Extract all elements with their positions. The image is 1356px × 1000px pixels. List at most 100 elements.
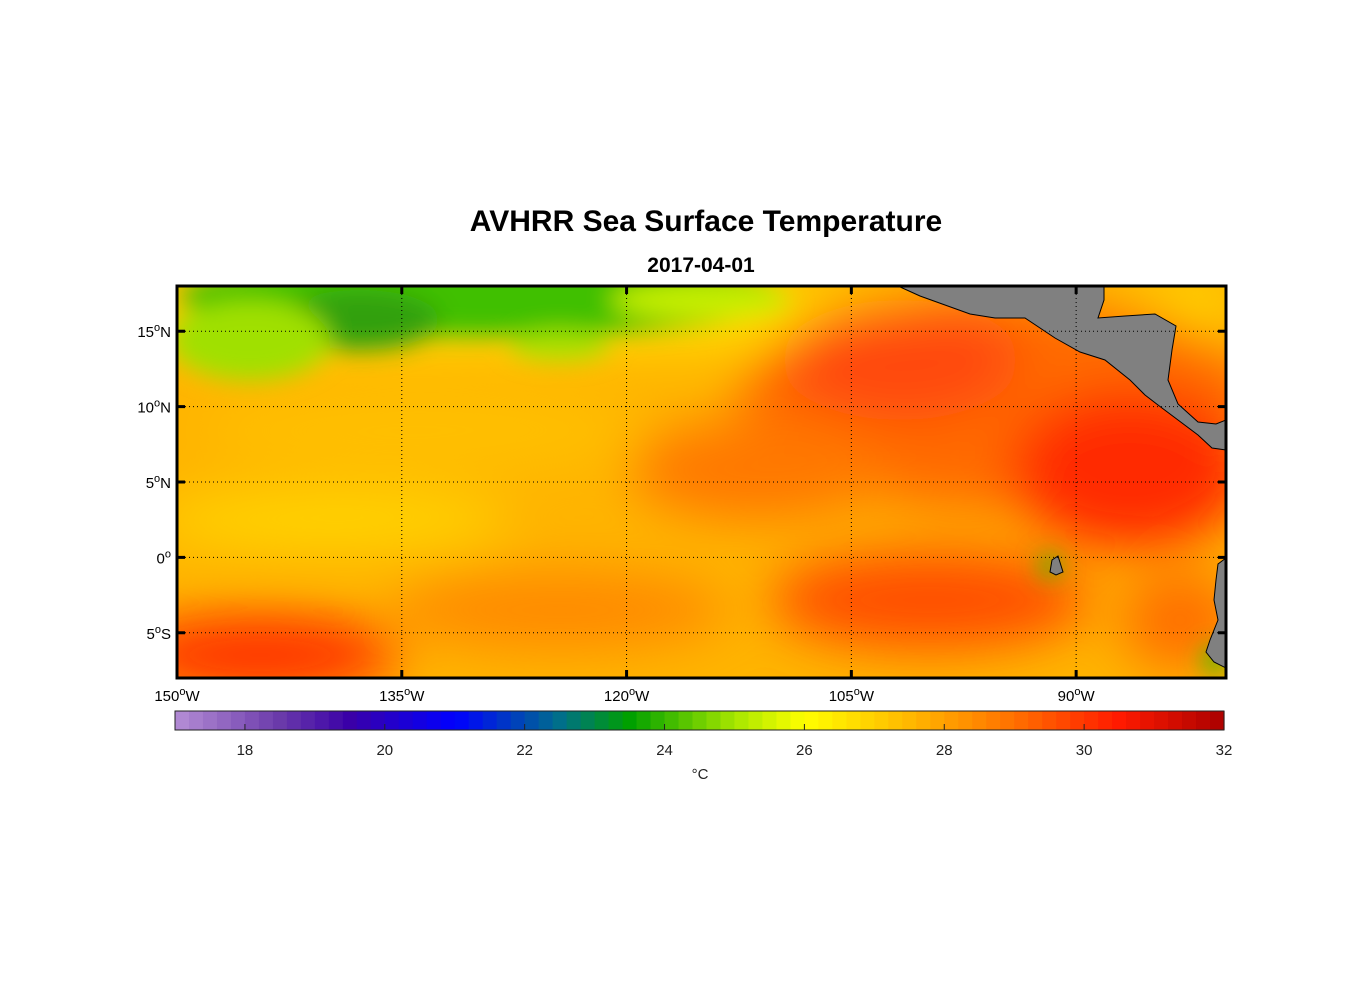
colorbar-swatch: [314, 711, 330, 730]
colorbar-unit-label: °C: [692, 766, 709, 783]
colorbar-swatch: [1168, 711, 1183, 730]
colorbar-tick-label: 26: [796, 742, 813, 759]
lat-tick-label: 10oN: [137, 398, 171, 417]
colorbar-swatch: [496, 711, 512, 730]
colorbar-swatch: [846, 711, 861, 730]
colorbar-swatch: [538, 711, 554, 730]
colorbar-swatch: [1196, 711, 1211, 730]
colorbar-swatch: [384, 711, 400, 730]
chart-date-subtitle: 2017-04-01: [647, 254, 755, 277]
lon-tick-label: 120oW: [604, 686, 650, 705]
colorbar-swatch: [188, 711, 204, 730]
colorbar-frame: [174, 710, 1225, 731]
colorbar-swatch: [622, 711, 638, 730]
colorbar-tick-label: 30: [1076, 742, 1093, 759]
colorbar-swatch: [1014, 711, 1029, 730]
lon-tick-label: 150oW: [154, 686, 200, 705]
colorbar-swatch: [1000, 711, 1015, 730]
colorbar-swatch: [370, 711, 386, 730]
graticule: [177, 286, 1226, 678]
central-america-land: [897, 286, 1226, 451]
colorbar-swatch: [286, 711, 302, 730]
colorbar-swatch: [594, 711, 610, 730]
land-masses: [897, 286, 1226, 669]
latitude-labels: 15oN 10oN 5oN 0o 5oS: [137, 322, 171, 643]
colorbar-swatch: [720, 711, 736, 730]
colorbar-swatch: [244, 711, 260, 730]
colorbar-swatch: [1056, 711, 1071, 730]
colorbar-swatch: [342, 711, 358, 730]
colorbar-swatch: [972, 711, 987, 730]
colorbar-swatch: [216, 711, 232, 730]
colorbar-swatch: [790, 711, 805, 730]
colorbar-swatch: [748, 711, 764, 730]
colorbar-swatch: [832, 711, 847, 730]
map-axis-ticks: [175, 286, 1226, 678]
colorbar-swatch: [1070, 711, 1085, 730]
colorbar-swatch: [1112, 711, 1127, 730]
colorbar-swatch: [566, 711, 582, 730]
longitude-labels: 150oW 135oW 120oW 105oW 90oW: [154, 686, 1095, 705]
colorbar-swatch: [986, 711, 1001, 730]
colorbar-swatch: [902, 711, 917, 730]
colorbar-swatch: [398, 711, 414, 730]
colorbar-swatch: [1140, 711, 1155, 730]
colorbar-tick-label: 24: [656, 742, 673, 759]
colorbar-swatch: [1126, 711, 1141, 730]
colorbar-tick-label: 28: [936, 742, 953, 759]
colorbar-swatch: [804, 711, 819, 730]
colorbar-ticks: 18 20 22 24 26 28 30 32: [237, 724, 1232, 759]
lon-tick-label: 135oW: [379, 686, 425, 705]
colorbar-swatch: [776, 711, 792, 730]
colorbar-swatch: [412, 711, 428, 730]
south-america-land: [1205, 557, 1226, 669]
colorbar-swatch: [328, 711, 344, 730]
galapagos-island: [1049, 555, 1064, 576]
colorbar-swatch: [888, 711, 903, 730]
colorbar-swatch: [636, 711, 652, 730]
colorbar-swatch: [930, 711, 945, 730]
colorbar-swatch: [258, 711, 274, 730]
colorbar-swatch: [860, 711, 875, 730]
lon-tick-label: 105oW: [829, 686, 875, 705]
colorbar-swatch: [1182, 711, 1197, 730]
colorbar-tick-label: 20: [376, 742, 393, 759]
colorbar-swatch: [762, 711, 778, 730]
chart-title: AVHRR Sea Surface Temperature: [469, 205, 943, 238]
colorbar-swatch: [454, 711, 470, 730]
colorbar-swatches: [175, 711, 1225, 730]
colorbar-swatch: [1210, 711, 1225, 730]
colorbar-swatch: [1028, 711, 1043, 730]
lat-tick-label: 5oS: [147, 624, 171, 643]
colorbar-swatch: [1154, 711, 1169, 730]
colorbar-swatch: [175, 711, 190, 730]
colorbar-swatch: [916, 711, 931, 730]
colorbar-swatch: [706, 711, 722, 730]
colorbar-swatch: [608, 711, 624, 730]
colorbar-swatch: [692, 711, 708, 730]
colorbar-swatch: [356, 711, 372, 730]
colorbar-tick-label: 22: [516, 742, 533, 759]
colorbar-swatch: [272, 711, 288, 730]
colorbar-swatch: [468, 711, 484, 730]
lat-tick-label: 5oN: [146, 473, 171, 492]
colorbar-swatch: [1084, 711, 1099, 730]
colorbar-swatch: [300, 711, 316, 730]
colorbar-swatch: [580, 711, 596, 730]
colorbar-swatch: [1042, 711, 1057, 730]
lat-tick-label: 15oN: [137, 322, 171, 341]
colorbar-swatch: [944, 711, 959, 730]
colorbar-swatch: [482, 711, 498, 730]
lat-tick-label: 0o: [157, 548, 171, 567]
colorbar-swatch: [510, 711, 526, 730]
colorbar-swatch: [440, 711, 456, 730]
colorbar-swatch: [818, 711, 833, 730]
colorbar-swatch: [678, 711, 694, 730]
colorbar: 18 20 22 24 26 28 30 32 °C: [174, 710, 1232, 783]
colorbar-swatch: [650, 711, 666, 730]
colorbar-swatch: [524, 711, 540, 730]
colorbar-swatch: [874, 711, 889, 730]
colorbar-swatch: [664, 711, 680, 730]
colorbar-swatch: [552, 711, 568, 730]
